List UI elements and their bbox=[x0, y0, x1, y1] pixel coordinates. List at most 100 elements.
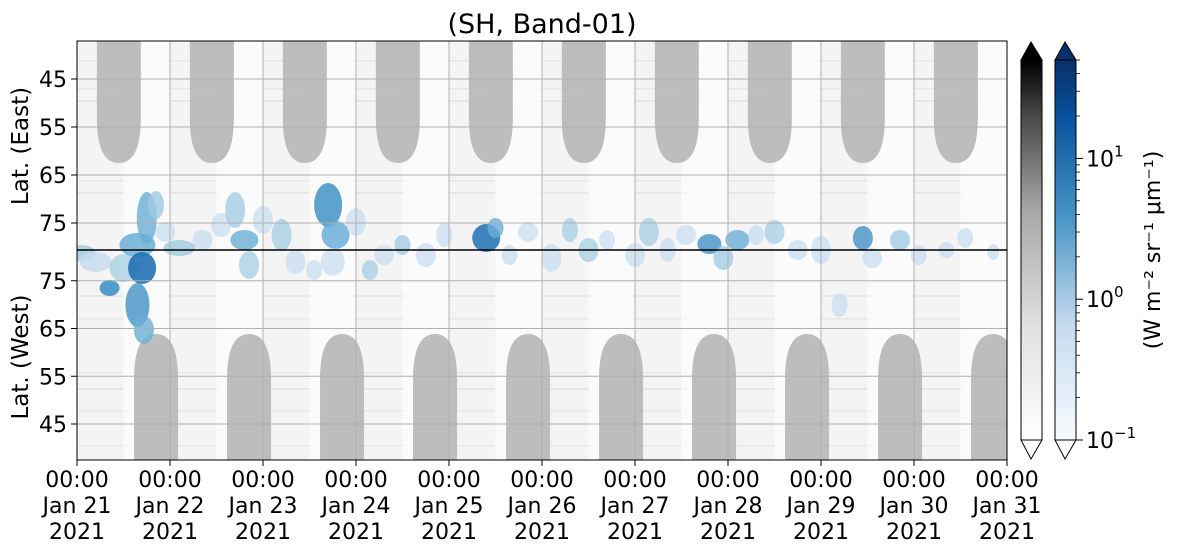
colorbar-gray bbox=[1020, 41, 1043, 461]
x-tick-label: 00:00 Jan 31 2021 bbox=[971, 468, 1042, 545]
emission-patch bbox=[501, 245, 518, 265]
colorbar-blue-bar bbox=[1054, 59, 1077, 441]
y-label-east: Lat. (East) bbox=[8, 87, 34, 205]
emission-patch bbox=[285, 250, 306, 274]
emission-patch bbox=[271, 219, 292, 251]
night-region-east bbox=[933, 41, 978, 163]
emission-patch bbox=[230, 230, 259, 250]
emission-patch bbox=[436, 223, 453, 247]
colorbar-gray-bar bbox=[1020, 59, 1043, 441]
colorbar-blue-top-arrow bbox=[1054, 41, 1077, 61]
night-region-west bbox=[785, 334, 830, 460]
night-region-east bbox=[747, 41, 792, 163]
emission-patch bbox=[957, 228, 974, 248]
emission-patch bbox=[487, 218, 504, 238]
x-tick-label: 00:00 Jan 29 2021 bbox=[785, 468, 856, 545]
emission-patch bbox=[79, 252, 112, 272]
x-tick-label: 00:00 Jan 25 2021 bbox=[413, 468, 484, 545]
night-region-west bbox=[320, 334, 365, 460]
x-tick-label: 00:00 Jan 26 2021 bbox=[506, 468, 577, 545]
night-region-east bbox=[96, 41, 141, 163]
emission-patch bbox=[155, 222, 176, 242]
x-tick-label: 00:00 Jan 28 2021 bbox=[692, 468, 763, 545]
emission-patch bbox=[321, 221, 350, 249]
y-label-west: Lat. (West) bbox=[8, 294, 34, 419]
colorbar-label: (W m⁻² sr⁻¹ μm⁻¹) bbox=[1141, 151, 1166, 350]
y-tick-label: 55 bbox=[39, 365, 67, 390]
emission-patch bbox=[163, 240, 196, 256]
emission-patch bbox=[361, 260, 378, 280]
emission-patch bbox=[852, 226, 873, 250]
emission-patch bbox=[890, 230, 911, 250]
night-region-east bbox=[840, 41, 885, 163]
emission-patch bbox=[676, 225, 697, 245]
emission-patch bbox=[747, 225, 764, 245]
emission-patch bbox=[306, 260, 323, 280]
emission-patch bbox=[373, 245, 394, 265]
night-region-west bbox=[692, 334, 737, 460]
x-axis: 00:00 Jan 21 2021 00:00 Jan 22 2021 00:00 Jan 2… bbox=[41, 460, 1042, 545]
emission-patch bbox=[599, 230, 616, 250]
colorbar-tick-label: 101 bbox=[1086, 142, 1124, 172]
emission-patch bbox=[697, 234, 722, 254]
colorbar-blue bbox=[1054, 41, 1077, 461]
x-tick-label: 00:00 Jan 30 2021 bbox=[878, 468, 949, 545]
y-tick-label: 75 bbox=[39, 270, 67, 295]
y-tick-label: 65 bbox=[39, 164, 67, 189]
emission-patch bbox=[99, 280, 120, 296]
y-axis: 45 55 65 75 75 65 55 45 bbox=[39, 68, 77, 438]
emission-patch bbox=[831, 293, 848, 317]
night-region-east bbox=[654, 41, 699, 163]
emission-patch bbox=[125, 283, 150, 327]
emission-patch bbox=[764, 220, 785, 244]
y-tick-label: 45 bbox=[39, 413, 67, 438]
night-region-east bbox=[189, 41, 234, 163]
emission-patch bbox=[239, 251, 260, 279]
night-region-west bbox=[134, 334, 179, 460]
emission-patch bbox=[148, 191, 165, 219]
y-tick-label: 45 bbox=[39, 68, 67, 93]
emission-patch bbox=[320, 248, 345, 276]
emission-patch bbox=[518, 222, 539, 242]
night-region-west bbox=[599, 334, 644, 460]
emission-patch bbox=[133, 316, 154, 344]
emission-patch bbox=[225, 192, 246, 228]
x-tick-label: 00:00 Jan 21 2021 bbox=[41, 468, 112, 545]
colorbar-tick-label: 10−1 bbox=[1086, 424, 1136, 454]
night-region-west bbox=[413, 334, 458, 460]
y-tick-label: 65 bbox=[39, 318, 67, 343]
night-region-west bbox=[878, 334, 923, 460]
x-tick-label: 00:00 Jan 22 2021 bbox=[134, 468, 205, 545]
emission-patch bbox=[211, 213, 232, 237]
night-region-east bbox=[375, 41, 420, 163]
emission-patch bbox=[415, 243, 436, 267]
emission-patch bbox=[638, 218, 659, 246]
emission-patch bbox=[192, 230, 213, 250]
emission-patch bbox=[987, 244, 1000, 260]
x-tick-label: 00:00 Jan 27 2021 bbox=[599, 468, 670, 545]
colorbar-blue-bottom-arrow bbox=[1054, 439, 1077, 461]
night-region-west bbox=[971, 334, 1007, 460]
emission-patch bbox=[561, 218, 578, 242]
emission-patch bbox=[725, 230, 750, 250]
night-region-west bbox=[506, 334, 551, 460]
emission-patch bbox=[314, 183, 343, 227]
night-region-west bbox=[227, 334, 272, 460]
colorbar-axis: 101 100 10−1 bbox=[1076, 59, 1136, 454]
night-region-east bbox=[282, 41, 327, 163]
emission-patch bbox=[128, 252, 157, 284]
colorbar-tick-label: 100 bbox=[1086, 283, 1124, 313]
chart-title: (SH, Band-01) bbox=[447, 9, 636, 40]
y-tick-label: 55 bbox=[39, 116, 67, 141]
x-tick-label: 00:00 Jan 23 2021 bbox=[227, 468, 298, 545]
y-tick-label: 75 bbox=[39, 212, 67, 237]
night-region-east bbox=[468, 41, 513, 163]
colorbar-gray-bottom-arrow bbox=[1020, 439, 1043, 461]
emission-patch bbox=[394, 235, 411, 255]
x-tick-label: 00:00 Jan 24 2021 bbox=[320, 468, 391, 545]
plot-area bbox=[76, 40, 1008, 461]
colorbar-gray-top-arrow bbox=[1020, 41, 1043, 61]
emission-patch bbox=[910, 245, 927, 265]
emission-patch bbox=[541, 244, 562, 272]
